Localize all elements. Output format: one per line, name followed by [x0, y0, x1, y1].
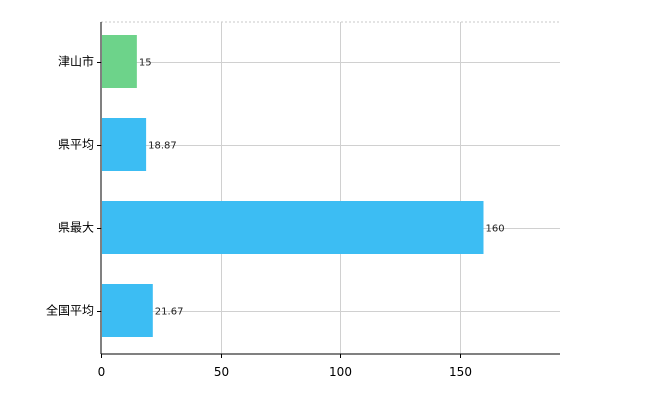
- bar: [102, 35, 137, 88]
- data-label: 160: [486, 224, 505, 235]
- bar: [102, 201, 484, 254]
- data-label: 15: [139, 58, 152, 69]
- y-tick-label: 県平均: [58, 138, 94, 152]
- y-tick-label: 県最大: [58, 221, 94, 235]
- labels: 0 50 100 150 津山市 15 県平均 18.87 県最大 160 全国平均 21.67: [46, 54, 505, 380]
- x-tick-label: 50: [214, 365, 229, 379]
- data-label: 21.67: [155, 307, 184, 318]
- data-label: 18.87: [148, 141, 177, 152]
- axes: [97, 22, 560, 358]
- x-tick-label: 100: [329, 365, 352, 379]
- y-tick-label: 全国平均: [46, 303, 94, 318]
- bar: [102, 118, 147, 171]
- x-tick-label: 0: [98, 365, 106, 379]
- gridlines: [101, 21, 560, 354]
- bars: [102, 35, 484, 337]
- x-tick-label: 150: [449, 365, 472, 379]
- bar: [102, 284, 153, 337]
- y-tick-label: 津山市: [58, 54, 94, 69]
